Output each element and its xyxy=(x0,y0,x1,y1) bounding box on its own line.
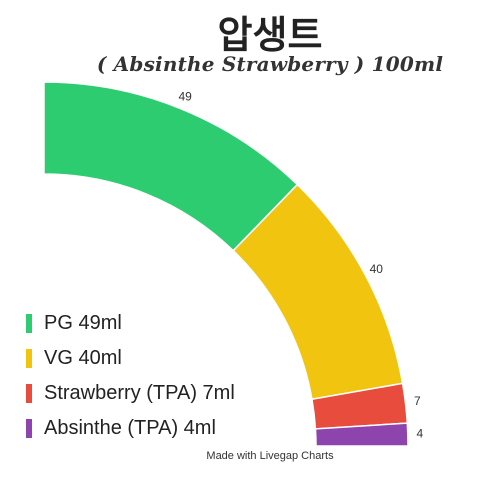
data-label-strawberry: 7 xyxy=(414,394,421,408)
data-label-absinthe: 4 xyxy=(416,426,423,440)
chart-subtitle: ( Absinthe Strawberry ) 100ml xyxy=(96,52,444,76)
legend-swatch-pg xyxy=(26,314,32,333)
data-label-vg: 40 xyxy=(370,262,384,276)
legend-swatch-vg xyxy=(26,349,32,368)
legend-label-vg: VG 40ml xyxy=(44,347,122,369)
chart-credit: Made with Livegap Charts xyxy=(206,450,334,462)
data-label-pg: 49 xyxy=(178,90,192,104)
chart-legend: PG 49ml VG 40ml Strawberry (TPA) 7ml Abs… xyxy=(26,306,235,446)
legend-label-strawberry: Strawberry (TPA) 7ml xyxy=(44,382,235,404)
legend-item-strawberry[interactable]: Strawberry (TPA) 7ml xyxy=(26,376,235,411)
legend-label-pg: PG 49ml xyxy=(44,312,122,334)
legend-label-absinthe: Absinthe (TPA) 4ml xyxy=(44,417,216,439)
slice-absinthe[interactable] xyxy=(314,422,409,447)
legend-item-absinthe[interactable]: Absinthe (TPA) 4ml xyxy=(26,411,235,446)
legend-swatch-strawberry xyxy=(26,384,32,403)
legend-item-pg[interactable]: PG 49ml xyxy=(26,306,235,341)
chart-title: 압생트 xyxy=(217,13,323,57)
legend-item-vg[interactable]: VG 40ml xyxy=(26,341,235,376)
legend-swatch-absinthe xyxy=(26,419,32,438)
